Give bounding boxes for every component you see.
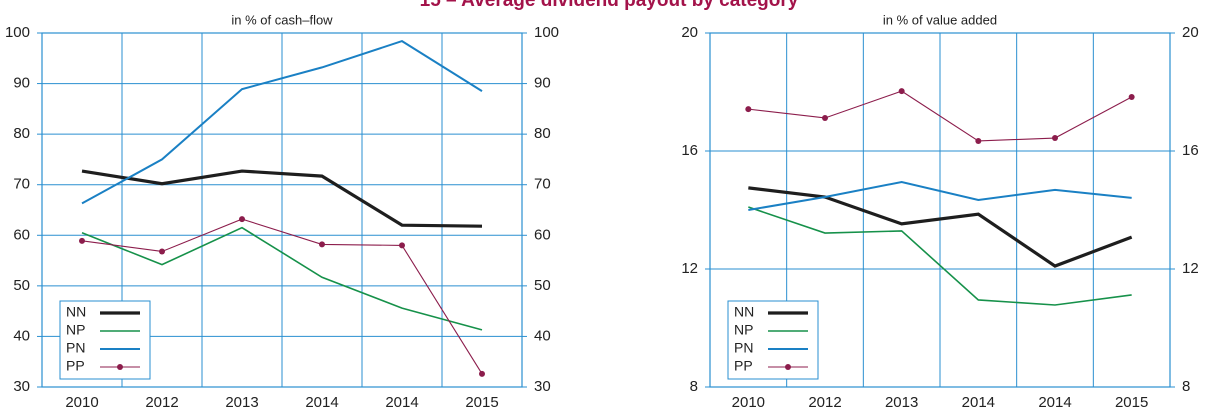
series-line [81,218,483,375]
plot-frame [41,32,523,388]
series-marker [745,106,752,113]
chart-title: 15 – Average dividend payout by category [420,0,799,11]
x-tick-label: 2013 [885,394,918,411]
legend-marker [117,364,123,370]
y-tick-label: 60 [13,226,30,243]
series-marker [1052,135,1058,142]
plot-frame [709,32,1171,388]
series-line [81,169,483,228]
series-line [748,180,1132,211]
legend-label: PP [734,358,753,374]
y2-tick-label: 50 [534,277,551,294]
series-marker [319,241,325,248]
y2-tick-label: 40 [534,327,551,344]
y2-tick-label: 90 [534,75,551,92]
y2-tick-label: 100 [534,24,559,41]
panel: in % of value added 8 12 16 20 8 12 16 20 2010 201… [681,12,1198,411]
series-marker [399,242,405,249]
y2-tick-label: 30 [534,378,551,395]
panel: in % of cash–flow 30 40 50 60 70 80 90 100 30 40 50… [5,12,559,411]
chart-subtitle: in % of value added [883,12,997,27]
y2-tick-label: 16 [1182,142,1199,159]
y-tick-label: 8 [690,378,698,395]
series-line [81,39,483,205]
x-tick-label: 2014 [385,394,418,411]
x-tick-label: 2015 [465,394,498,411]
y2-tick-label: 8 [1182,378,1190,395]
series-marker [79,237,85,244]
chart-subtitle: in % of cash–flow [231,12,333,27]
legend-label: PP [66,358,85,374]
series-marker [239,216,245,223]
legend-label: NP [734,322,753,338]
series-marker [1128,94,1135,101]
y2-tick-label: 20 [1182,24,1199,41]
y-tick-label: 50 [13,277,30,294]
y-tick-label: 40 [13,327,30,344]
y-tick-label: 90 [13,75,30,92]
y2-tick-label: 70 [534,176,551,193]
legend-label: PN [734,340,753,356]
series-line [748,206,1132,306]
legend-label: NP [66,322,85,338]
series-marker [975,137,982,144]
series-marker [898,88,905,95]
x-tick-label: 2014 [305,394,338,411]
legend-label: NN [66,304,86,320]
legend-marker [785,364,791,370]
x-tick-label: 2014 [1038,394,1071,411]
y-tick-label: 16 [681,142,698,159]
series-marker [159,248,165,255]
x-tick-label: 2010 [65,394,98,411]
x-tick-label: 2013 [225,394,258,411]
series-marker [822,114,828,121]
x-tick-label: 2014 [962,394,995,411]
y-tick-label: 12 [681,260,698,277]
y-tick-label: 80 [13,125,30,142]
y-tick-label: 30 [13,378,30,395]
x-tick-label: 2010 [732,394,765,411]
x-tick-label: 2012 [145,394,178,411]
series-line [81,226,483,331]
y2-tick-label: 12 [1182,260,1199,277]
y-tick-label: 70 [13,176,30,193]
x-tick-label: 2015 [1115,394,1148,411]
legend-label: PN [66,340,85,356]
y-tick-label: 100 [5,24,30,41]
series-line [748,186,1133,268]
y2-tick-label: 60 [534,226,551,243]
y-tick-label: 20 [681,24,698,41]
series-marker [479,370,485,377]
series-line [748,90,1132,142]
x-tick-label: 2012 [808,394,841,411]
legend-label: NN [734,304,754,320]
y2-tick-label: 80 [534,125,551,142]
